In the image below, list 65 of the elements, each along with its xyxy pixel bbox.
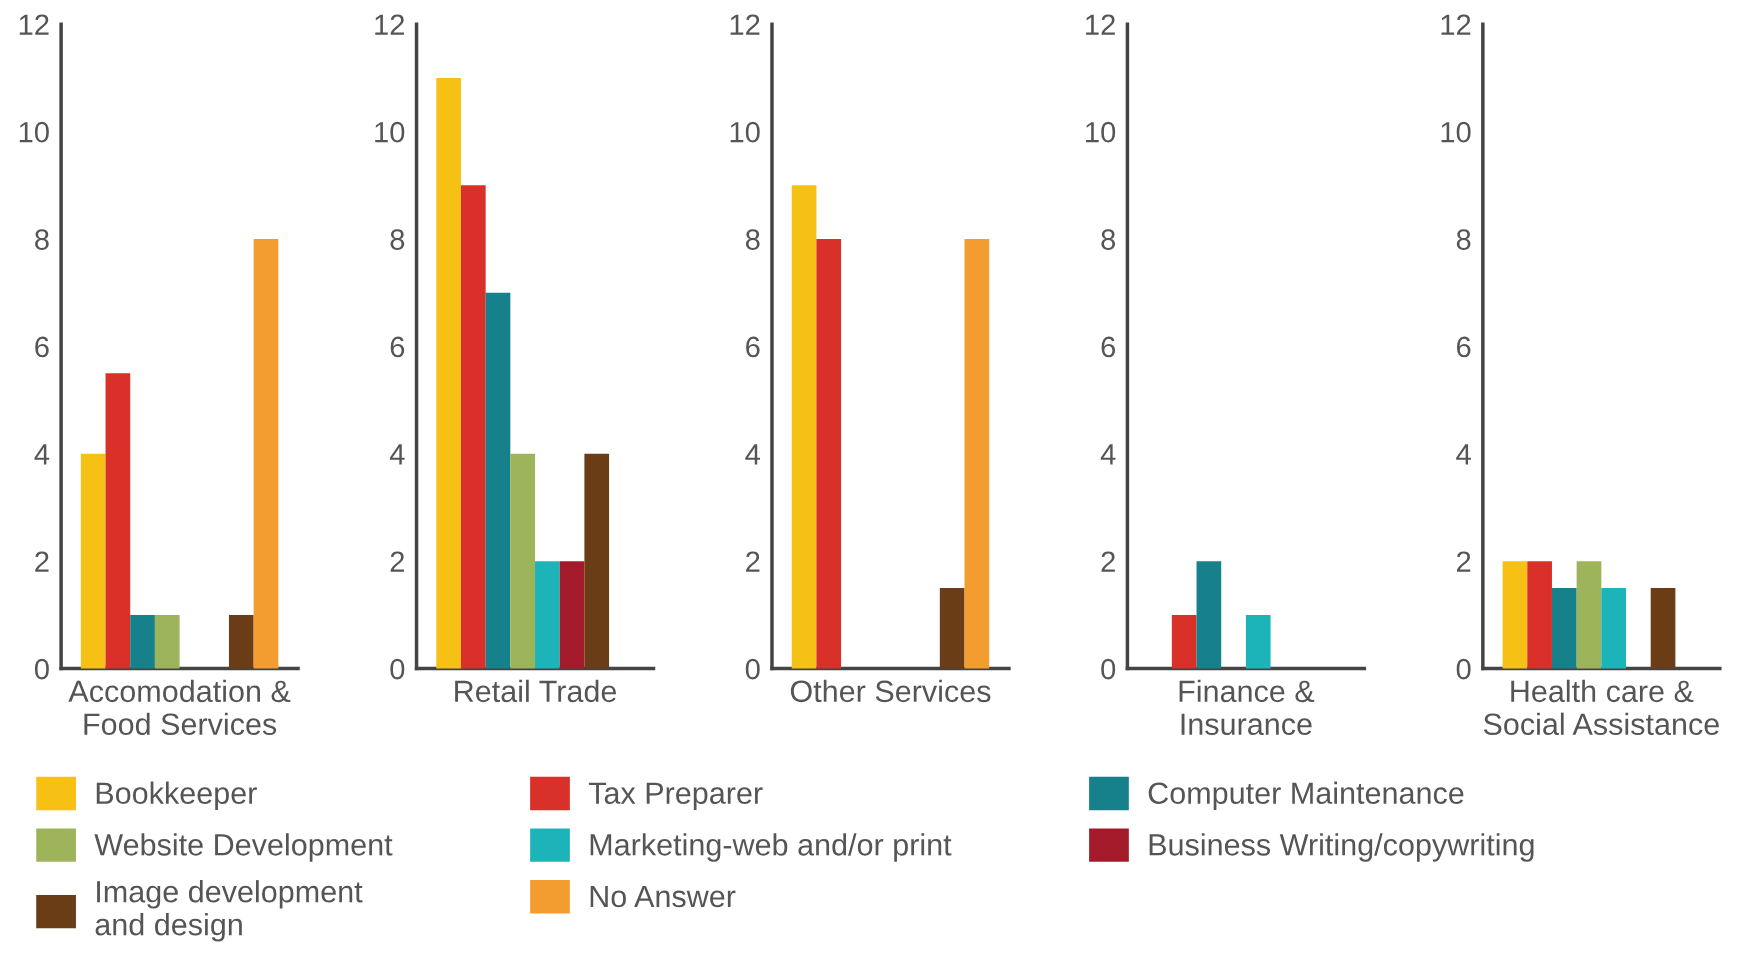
bar xyxy=(791,185,817,669)
legend-label: Bookkeeper xyxy=(96,781,257,811)
bar xyxy=(460,185,486,669)
y-tick-label: 12 xyxy=(375,14,404,35)
legend-label: Marketing-web and/or print xyxy=(590,833,952,862)
y-tick-label: 2 xyxy=(746,551,760,572)
x-tick-label: Accomodation & Food Services xyxy=(68,679,291,736)
y-tick-label: 6 xyxy=(1101,336,1116,358)
y-tick-label: 12 xyxy=(19,14,49,35)
y-tick-label: 8 xyxy=(390,229,405,250)
y-tick-label: 0 xyxy=(390,658,405,680)
bar xyxy=(154,614,180,669)
bar xyxy=(559,561,585,669)
y-tick-label: 12 xyxy=(1086,14,1115,35)
legend-label: Website Development xyxy=(94,833,393,862)
bar xyxy=(253,239,279,669)
y-tick-label: 0 xyxy=(745,658,760,680)
y-tick-label: 8 xyxy=(1101,229,1116,250)
y-tick-label: 4 xyxy=(1456,444,1471,465)
x-tick-label: Other Services xyxy=(790,679,991,703)
y-tick-label: 2 xyxy=(1456,551,1471,572)
x-tick-label: Health care & Social Assistance xyxy=(1483,679,1719,736)
bar xyxy=(436,77,461,669)
y-tick-label: 6 xyxy=(1457,336,1471,358)
legend-label: Image development and design xyxy=(95,880,363,942)
bar xyxy=(105,373,131,669)
bar xyxy=(939,588,965,669)
y-tick-label: 0 xyxy=(1101,658,1116,680)
y-tick-label: 8 xyxy=(1456,229,1471,250)
y-tick-label: 10 xyxy=(730,121,760,143)
y-tick-label: 2 xyxy=(35,551,49,572)
y-tick-label: 6 xyxy=(746,336,760,358)
y-tick-label: 6 xyxy=(390,336,405,358)
legend-label: Tax Preparer xyxy=(588,782,763,811)
y-tick-label: 4 xyxy=(1100,444,1116,465)
bar xyxy=(964,239,990,669)
y-tick-label: 8 xyxy=(745,229,760,250)
bar xyxy=(535,561,560,669)
y-tick-label: 0 xyxy=(34,658,49,680)
y-tick-label: 12 xyxy=(730,14,760,35)
bar xyxy=(584,453,610,669)
legend-label: Business Writing/copywriting xyxy=(1149,833,1534,862)
bar xyxy=(485,292,511,669)
y-tick-label: 0 xyxy=(1456,658,1471,680)
y-tick-label: 10 xyxy=(1441,121,1471,143)
y-tick-label: 10 xyxy=(375,121,405,143)
y-tick-label: 4 xyxy=(745,444,761,465)
y-tick-label: 12 xyxy=(1441,14,1471,35)
y-tick-label: 6 xyxy=(35,336,49,358)
x-tick-label: Retail Trade xyxy=(455,679,617,703)
bar xyxy=(130,614,155,669)
y-tick-label: 2 xyxy=(1101,551,1115,572)
bar xyxy=(80,453,106,669)
y-tick-label: 2 xyxy=(390,551,404,572)
y-tick-label: 4 xyxy=(34,444,50,465)
legend-label: Computer Maintenance xyxy=(1148,781,1464,811)
bar xyxy=(228,614,254,669)
legend-label: No Answer xyxy=(590,885,736,908)
bar xyxy=(510,453,536,669)
y-tick-label: 8 xyxy=(35,229,49,250)
y-tick-label: 4 xyxy=(389,444,405,465)
bar xyxy=(816,239,842,669)
y-tick-label: 10 xyxy=(1086,121,1116,143)
x-tick-label: Finance & Insurance xyxy=(1179,679,1315,736)
y-tick-label: 10 xyxy=(19,121,49,143)
